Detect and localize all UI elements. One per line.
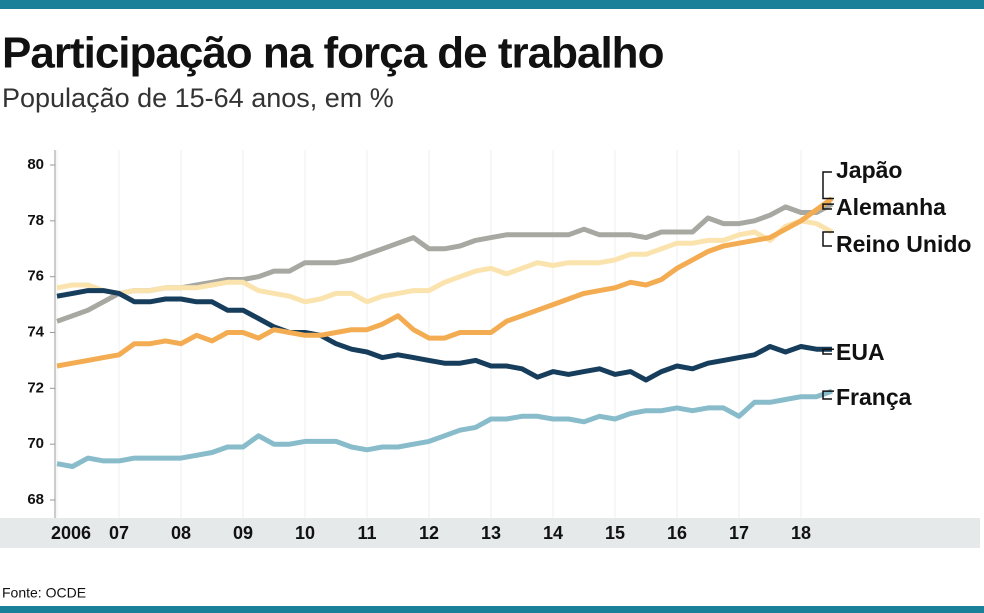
bottom-bar [0, 606, 984, 613]
label-connector [822, 203, 834, 210]
label-connector [822, 231, 834, 247]
x-tick-label: 09 [233, 523, 253, 543]
x-tick-label: 14 [543, 523, 563, 543]
y-tick-label: 78 [27, 212, 44, 229]
x-tick-label: 10 [295, 523, 315, 543]
label-connector [822, 390, 834, 400]
top-bar [0, 0, 984, 9]
series-line [56, 288, 832, 383]
y-tick-label: 74 [27, 323, 44, 340]
x-tick-label: 18 [791, 523, 811, 543]
series-line [56, 196, 834, 369]
label-connector [822, 171, 834, 200]
x-tick-label: 07 [109, 523, 129, 543]
chart-subtitle: População de 15-64 anos, em % [2, 83, 394, 113]
x-tick-label: 08 [171, 523, 191, 543]
legend-label: EUA [836, 339, 885, 365]
label-connector [822, 348, 834, 355]
series-line [56, 218, 834, 305]
x-tick-label: 13 [481, 523, 501, 543]
x-axis-band [0, 518, 980, 548]
chart-title: Participação na força de trabalho [2, 29, 664, 78]
x-tick-label: 17 [729, 523, 749, 543]
y-tick-label: 72 [27, 379, 44, 396]
y-tick-label: 80 [27, 156, 44, 173]
source: Fonte: OCDE [2, 585, 86, 601]
legend-label: Reino Unido [836, 231, 971, 257]
x-tick-label: 12 [419, 523, 439, 543]
x-tick-label: 16 [667, 523, 687, 543]
y-tick-label: 76 [27, 268, 44, 285]
legend-label: França [836, 384, 912, 410]
x-tick-label: 11 [357, 523, 376, 543]
x-tick-label: 15 [605, 523, 625, 543]
y-tick-label: 68 [27, 491, 44, 508]
series-line [56, 201, 834, 324]
y-tick-label: 70 [27, 435, 44, 452]
x-tick-label: 2006 [51, 523, 91, 543]
legend-label: Japão [836, 157, 902, 183]
series-line [56, 388, 833, 469]
legend-label: Alemanha [836, 194, 946, 220]
